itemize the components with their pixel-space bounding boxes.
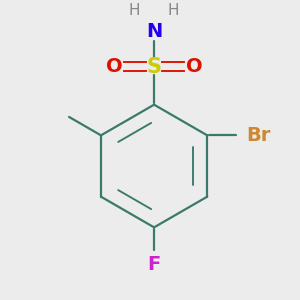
Text: H: H <box>168 3 179 18</box>
Text: Br: Br <box>246 126 271 145</box>
Text: O: O <box>186 57 202 76</box>
Text: F: F <box>148 255 161 274</box>
Text: N: N <box>146 22 162 40</box>
Text: S: S <box>147 57 162 77</box>
Text: H: H <box>129 3 140 18</box>
Text: O: O <box>106 57 122 76</box>
